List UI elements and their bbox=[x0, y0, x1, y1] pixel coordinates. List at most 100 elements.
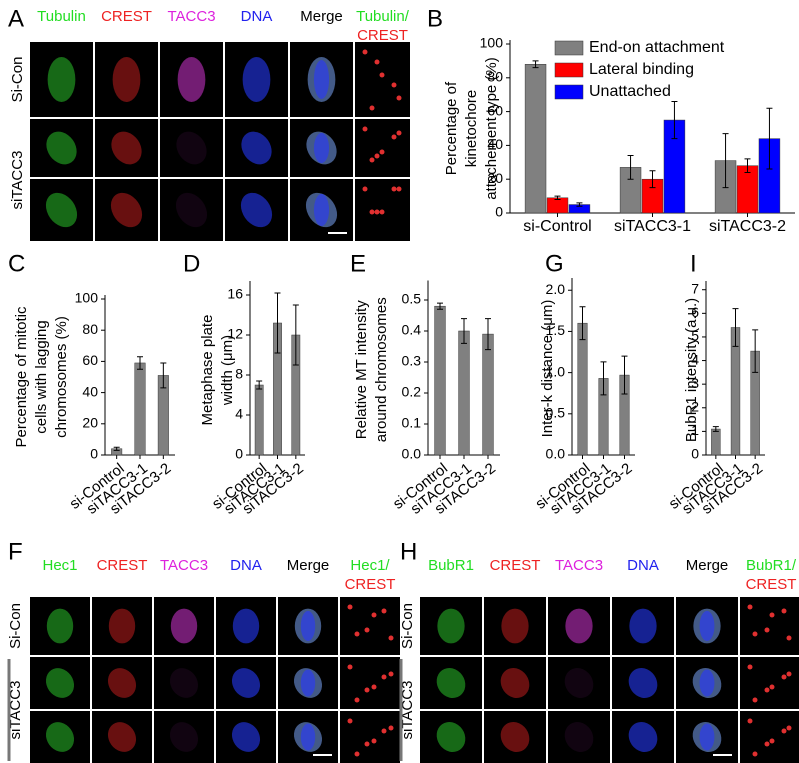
legend-swatch bbox=[554, 62, 584, 78]
channel-header: CREST bbox=[490, 557, 541, 574]
kinetochore bbox=[764, 627, 770, 633]
kinetochore bbox=[781, 608, 787, 614]
y-tick-label: 40 bbox=[487, 136, 503, 152]
y-tick-label: 0 bbox=[691, 446, 699, 462]
channel-header: TACC3 bbox=[167, 8, 215, 25]
channel-header: Merge bbox=[287, 557, 330, 574]
micrograph bbox=[355, 42, 410, 117]
error-bar bbox=[744, 158, 751, 173]
y-axis-label: Inter-k distance (μm) bbox=[539, 300, 556, 438]
cell-signal bbox=[169, 722, 199, 752]
error-bar bbox=[752, 329, 759, 373]
kinetochore bbox=[391, 134, 397, 140]
y-tick-label: 20 bbox=[82, 415, 98, 431]
kinetochore bbox=[347, 718, 353, 724]
bar bbox=[711, 428, 721, 456]
bar bbox=[254, 384, 264, 456]
kinetochore bbox=[786, 671, 792, 677]
cell-signal bbox=[108, 608, 136, 644]
panel-label: E bbox=[350, 250, 366, 277]
cell-signal bbox=[500, 722, 530, 752]
y-tick-label: 1.0 bbox=[546, 363, 566, 379]
cell-signal bbox=[177, 57, 206, 102]
channel-header: Hec1 bbox=[42, 557, 77, 574]
kinetochore bbox=[752, 631, 758, 637]
y-axis-label: kinetochore bbox=[463, 90, 480, 168]
cell-signal bbox=[300, 669, 316, 697]
cell-signal bbox=[231, 722, 261, 752]
kinetochore bbox=[362, 49, 368, 55]
kinetochore bbox=[388, 635, 394, 641]
overlay-header: CREST bbox=[746, 576, 797, 593]
cell-signal bbox=[313, 193, 330, 227]
cell-signal bbox=[629, 608, 657, 644]
cell-signal bbox=[300, 610, 316, 642]
kinetochore bbox=[362, 186, 368, 192]
kinetochore bbox=[747, 718, 753, 724]
cell-signal bbox=[313, 132, 330, 164]
kinetochore bbox=[747, 664, 753, 670]
channel-header: Merge bbox=[686, 557, 729, 574]
y-tick-label: 0 bbox=[90, 446, 98, 462]
cell-signal bbox=[437, 608, 465, 644]
y-tick-label: 5 bbox=[691, 328, 699, 344]
channel-header: DNA bbox=[627, 557, 659, 574]
bar bbox=[458, 330, 470, 456]
cell-signal bbox=[699, 669, 715, 697]
cell-signal bbox=[46, 131, 77, 165]
y-axis-label: chromosomes (%) bbox=[53, 316, 70, 438]
channel-header: CREST bbox=[101, 8, 152, 25]
channel-header: Tubulin bbox=[37, 8, 86, 25]
kinetochore bbox=[391, 186, 397, 192]
kinetochore bbox=[381, 674, 387, 680]
kinetochore bbox=[396, 95, 402, 101]
cell-signal bbox=[628, 722, 658, 752]
overlay-header: CREST bbox=[345, 576, 396, 593]
panel-label: I bbox=[690, 250, 697, 277]
channel-header: DNA bbox=[241, 8, 273, 25]
y-tick-label: 0.2 bbox=[402, 384, 422, 400]
channel-header: TACC3 bbox=[160, 557, 208, 574]
y-tick-label: 1.5 bbox=[546, 322, 566, 338]
y-axis-label: attachement type (%) bbox=[483, 57, 500, 200]
panel-label: A bbox=[8, 5, 24, 32]
error-bar bbox=[600, 361, 607, 396]
panel-label: F bbox=[8, 538, 23, 565]
channel-header: BubR1 bbox=[428, 557, 474, 574]
kinetochore bbox=[371, 738, 377, 744]
bar bbox=[434, 305, 446, 456]
y-tick-label: 0.5 bbox=[402, 291, 422, 307]
overlay-header: Hec1/ bbox=[350, 557, 390, 574]
error-bar bbox=[766, 107, 773, 170]
cell-signal bbox=[231, 668, 261, 698]
y-tick-label: 4 bbox=[235, 406, 243, 422]
kinetochore bbox=[396, 130, 402, 136]
cell-signal bbox=[107, 722, 137, 752]
kinetochore bbox=[381, 608, 387, 614]
y-tick-label: 1 bbox=[691, 422, 699, 438]
kinetochore bbox=[781, 674, 787, 680]
y-tick-label: 4 bbox=[691, 351, 699, 367]
y-axis-label: Percentage of mitotic bbox=[13, 306, 30, 447]
error-bar bbox=[256, 380, 263, 390]
micrograph bbox=[154, 657, 214, 709]
y-tick-label: 0 bbox=[495, 204, 503, 220]
y-tick-label: 60 bbox=[82, 352, 98, 368]
kinetochore bbox=[364, 687, 370, 693]
legend-label: Lateral binding bbox=[589, 61, 694, 78]
panel-label: B bbox=[427, 5, 443, 32]
cell-signal bbox=[47, 57, 76, 102]
kinetochore bbox=[786, 635, 792, 641]
overlay-header: Tubulin/ bbox=[356, 8, 410, 25]
y-tick-label: 16 bbox=[227, 286, 243, 302]
error-bar bbox=[137, 356, 143, 370]
bar bbox=[577, 322, 588, 456]
cell-signal bbox=[112, 57, 141, 102]
kinetochore bbox=[747, 604, 753, 610]
cell-signal bbox=[45, 668, 75, 698]
legend-label: Unattached bbox=[589, 83, 671, 100]
bar bbox=[482, 333, 494, 456]
legend-swatch bbox=[554, 84, 584, 100]
cell-signal bbox=[111, 131, 142, 165]
